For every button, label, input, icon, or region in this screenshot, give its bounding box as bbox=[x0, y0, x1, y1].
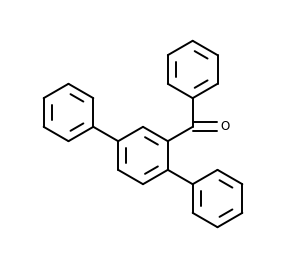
Text: O: O bbox=[221, 120, 230, 133]
